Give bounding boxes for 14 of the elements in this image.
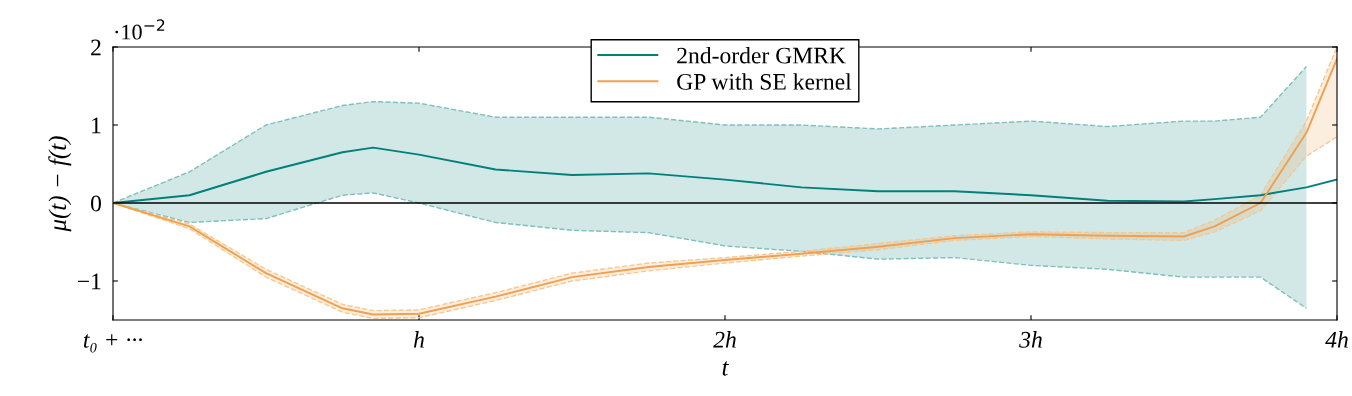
x-tick-label: t₀ + ··· [83, 334, 142, 353]
x-tick-label: h [413, 331, 424, 348]
y-tick-label: 0 [90, 195, 101, 212]
x-tick-label: 3h [1019, 331, 1042, 348]
legend-label: 2nd-order GMRK [677, 46, 846, 64]
x-tick-label: 4h [1325, 331, 1348, 348]
y-tick-label: 1 [92, 117, 101, 134]
y-tick-label: 2 [91, 39, 101, 56]
y-tick-label: −1 [77, 273, 101, 290]
x-axis-title: t [722, 361, 729, 376]
x-tick-label: 2h [713, 331, 736, 348]
y-axis-title: μ(t) − f(t) [48, 136, 72, 232]
legend-label: GP with SE kernel [677, 73, 852, 90]
text: ·10$^{−2}$ [115, 19, 165, 40]
